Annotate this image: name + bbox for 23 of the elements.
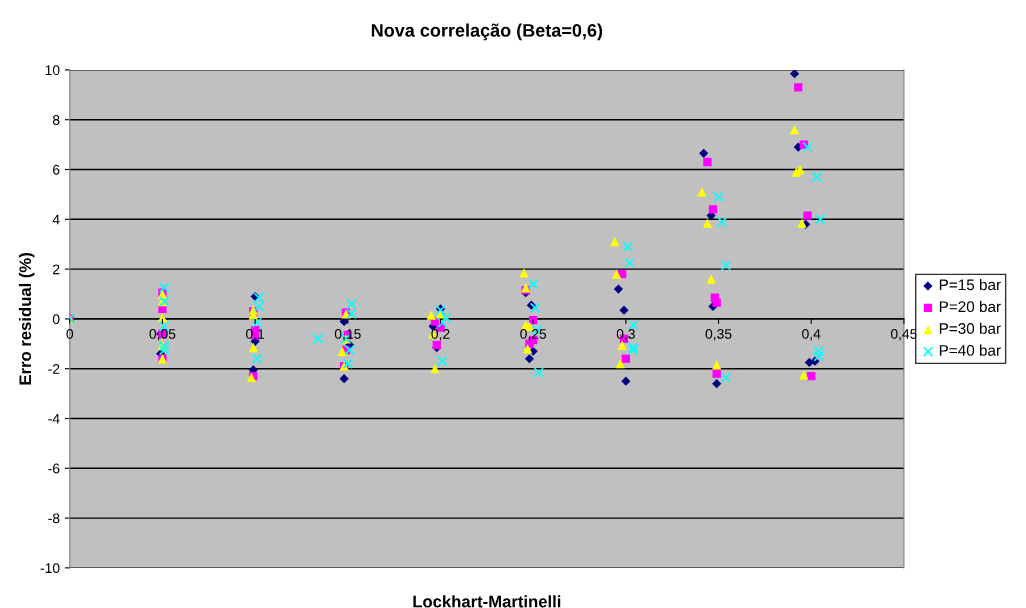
chart-title: Nova correlação (Beta=0,6) (371, 23, 603, 41)
legend-label: P=30 bar (939, 322, 1001, 334)
y-tick-label: -4 (48, 413, 60, 424)
y-tick-label: 0 (52, 314, 60, 325)
y-tick-label: 4 (52, 214, 60, 225)
x-tick-label: 0,4 (802, 328, 821, 341)
y-tick-label: -10 (40, 563, 60, 574)
y-tick-label: -8 (48, 513, 60, 524)
x-tick-label: 0 (66, 328, 74, 339)
y-tick-label: -6 (48, 463, 60, 474)
y-axis-title: Erro residual (%) (18, 253, 35, 385)
y-tick-label: 8 (52, 115, 60, 125)
y-tick-label: 10 (45, 65, 60, 76)
x-tick-label: 0,3 (616, 328, 635, 341)
legend-label: P=20 bar (939, 300, 1001, 313)
x-tick-label: 0,35 (705, 328, 732, 341)
x-axis-title: Lockhart-Martinelli (413, 595, 561, 608)
x-tick-label: 0,25 (520, 328, 547, 341)
legend-label: P=40 bar (939, 344, 1001, 356)
legend-label: P=15 bar (939, 278, 1001, 291)
y-tick-label: -2 (48, 364, 60, 374)
y-tick-label: 2 (53, 264, 60, 275)
y-tick-label: 6 (53, 164, 60, 175)
